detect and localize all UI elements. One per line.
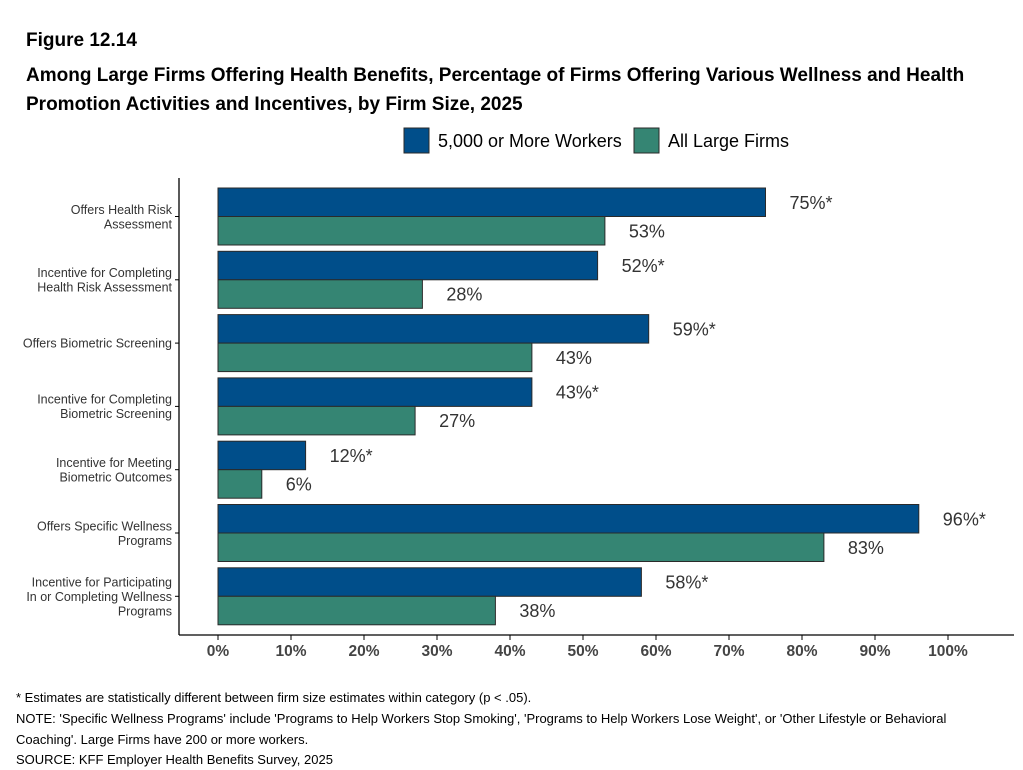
note-footnote: NOTE: 'Specific Wellness Programs' inclu… xyxy=(16,711,947,747)
bar-large-5000-6 xyxy=(217,567,642,597)
bar-all-large-4 xyxy=(217,469,263,499)
y-axis: Offers Health Risk Assessment Incentive fo… xyxy=(23,178,180,635)
category-label: Incentive for Meeting Biometric Outcomes xyxy=(56,456,172,485)
x-tick-label: 100% xyxy=(928,643,968,660)
x-tick-label: 60% xyxy=(640,643,671,660)
x-tick-label: 10% xyxy=(275,643,306,660)
bar-all-large-1 xyxy=(217,279,423,309)
x-tick-label: 30% xyxy=(421,643,452,660)
bar-chart: 5,000 or More Workers All Large Firms 75%… xyxy=(23,127,1014,660)
x-axis: 0% 10% 20% 30% 40% 50% 60% 70% 80% 90% 100% xyxy=(179,634,1014,660)
data-label: 12%* xyxy=(330,446,373,466)
figure-label: Figure 12.14 xyxy=(26,30,137,51)
bar-large-5000-0 xyxy=(217,187,766,217)
data-label: 38% xyxy=(519,601,555,621)
bar-all-large-5 xyxy=(217,532,825,562)
data-label: 58%* xyxy=(665,573,708,593)
significance-footnote: * Estimates are statistically different … xyxy=(16,690,532,705)
data-label: 27% xyxy=(439,411,475,431)
legend-label: All Large Firms xyxy=(668,131,789,151)
data-label: 28% xyxy=(446,285,482,305)
category-label: Offers Health Risk Assessment xyxy=(71,203,173,232)
legend-swatch-all-large xyxy=(633,127,660,154)
x-tick-label: 0% xyxy=(207,643,230,660)
bar-all-large-3 xyxy=(217,405,416,436)
legend-label: 5,000 or More Workers xyxy=(438,131,622,151)
bar-large-5000-4 xyxy=(217,440,307,471)
category-label: Offers Specific Wellness Programs xyxy=(37,519,172,548)
x-tick-label: 40% xyxy=(494,643,525,660)
chart-title: Among Large Firms Offering Health Benefi… xyxy=(26,65,965,115)
legend-swatch-large-5000 xyxy=(403,127,430,154)
bar-all-large-0 xyxy=(217,216,606,246)
data-label: 83% xyxy=(848,538,884,558)
bar-all-large-6 xyxy=(217,595,496,626)
x-tick-label: 20% xyxy=(348,643,379,660)
bar-large-5000-5 xyxy=(217,504,920,534)
data-label: 53% xyxy=(629,221,665,241)
data-label: 59%* xyxy=(673,319,716,339)
x-tick-label: 70% xyxy=(713,643,744,660)
bar-large-5000-3 xyxy=(217,377,533,407)
category-label: Offers Biometric Screening xyxy=(23,337,172,351)
x-tick-label: 80% xyxy=(786,643,817,660)
data-label: 6% xyxy=(286,474,312,494)
legend: 5,000 or More Workers All Large Firms xyxy=(403,127,789,154)
bar-all-large-2 xyxy=(217,342,533,373)
category-label: Incentive for Participating In or Complet… xyxy=(26,575,172,618)
data-label: 43% xyxy=(556,348,592,368)
bar-large-5000-2 xyxy=(217,314,650,344)
category-label: Incentive for Completing Health Risk Asse… xyxy=(37,266,172,295)
data-label: 75%* xyxy=(790,193,833,213)
data-label: 43%* xyxy=(556,383,599,403)
category-label: Incentive for Completing Biometric Screen… xyxy=(37,393,172,422)
bar-large-5000-1 xyxy=(217,250,599,281)
data-label: 96%* xyxy=(943,509,986,529)
x-tick-label: 90% xyxy=(859,643,890,660)
data-label: 52%* xyxy=(622,256,665,276)
bars: 75%* 53% 52%* 28% 59%* 43% 43%* 27% 12%* 6% 96%* 83… xyxy=(217,187,986,626)
source-footnote: SOURCE: KFF Employer Health Benefits Sur… xyxy=(16,752,333,767)
x-tick-label: 50% xyxy=(567,643,598,660)
